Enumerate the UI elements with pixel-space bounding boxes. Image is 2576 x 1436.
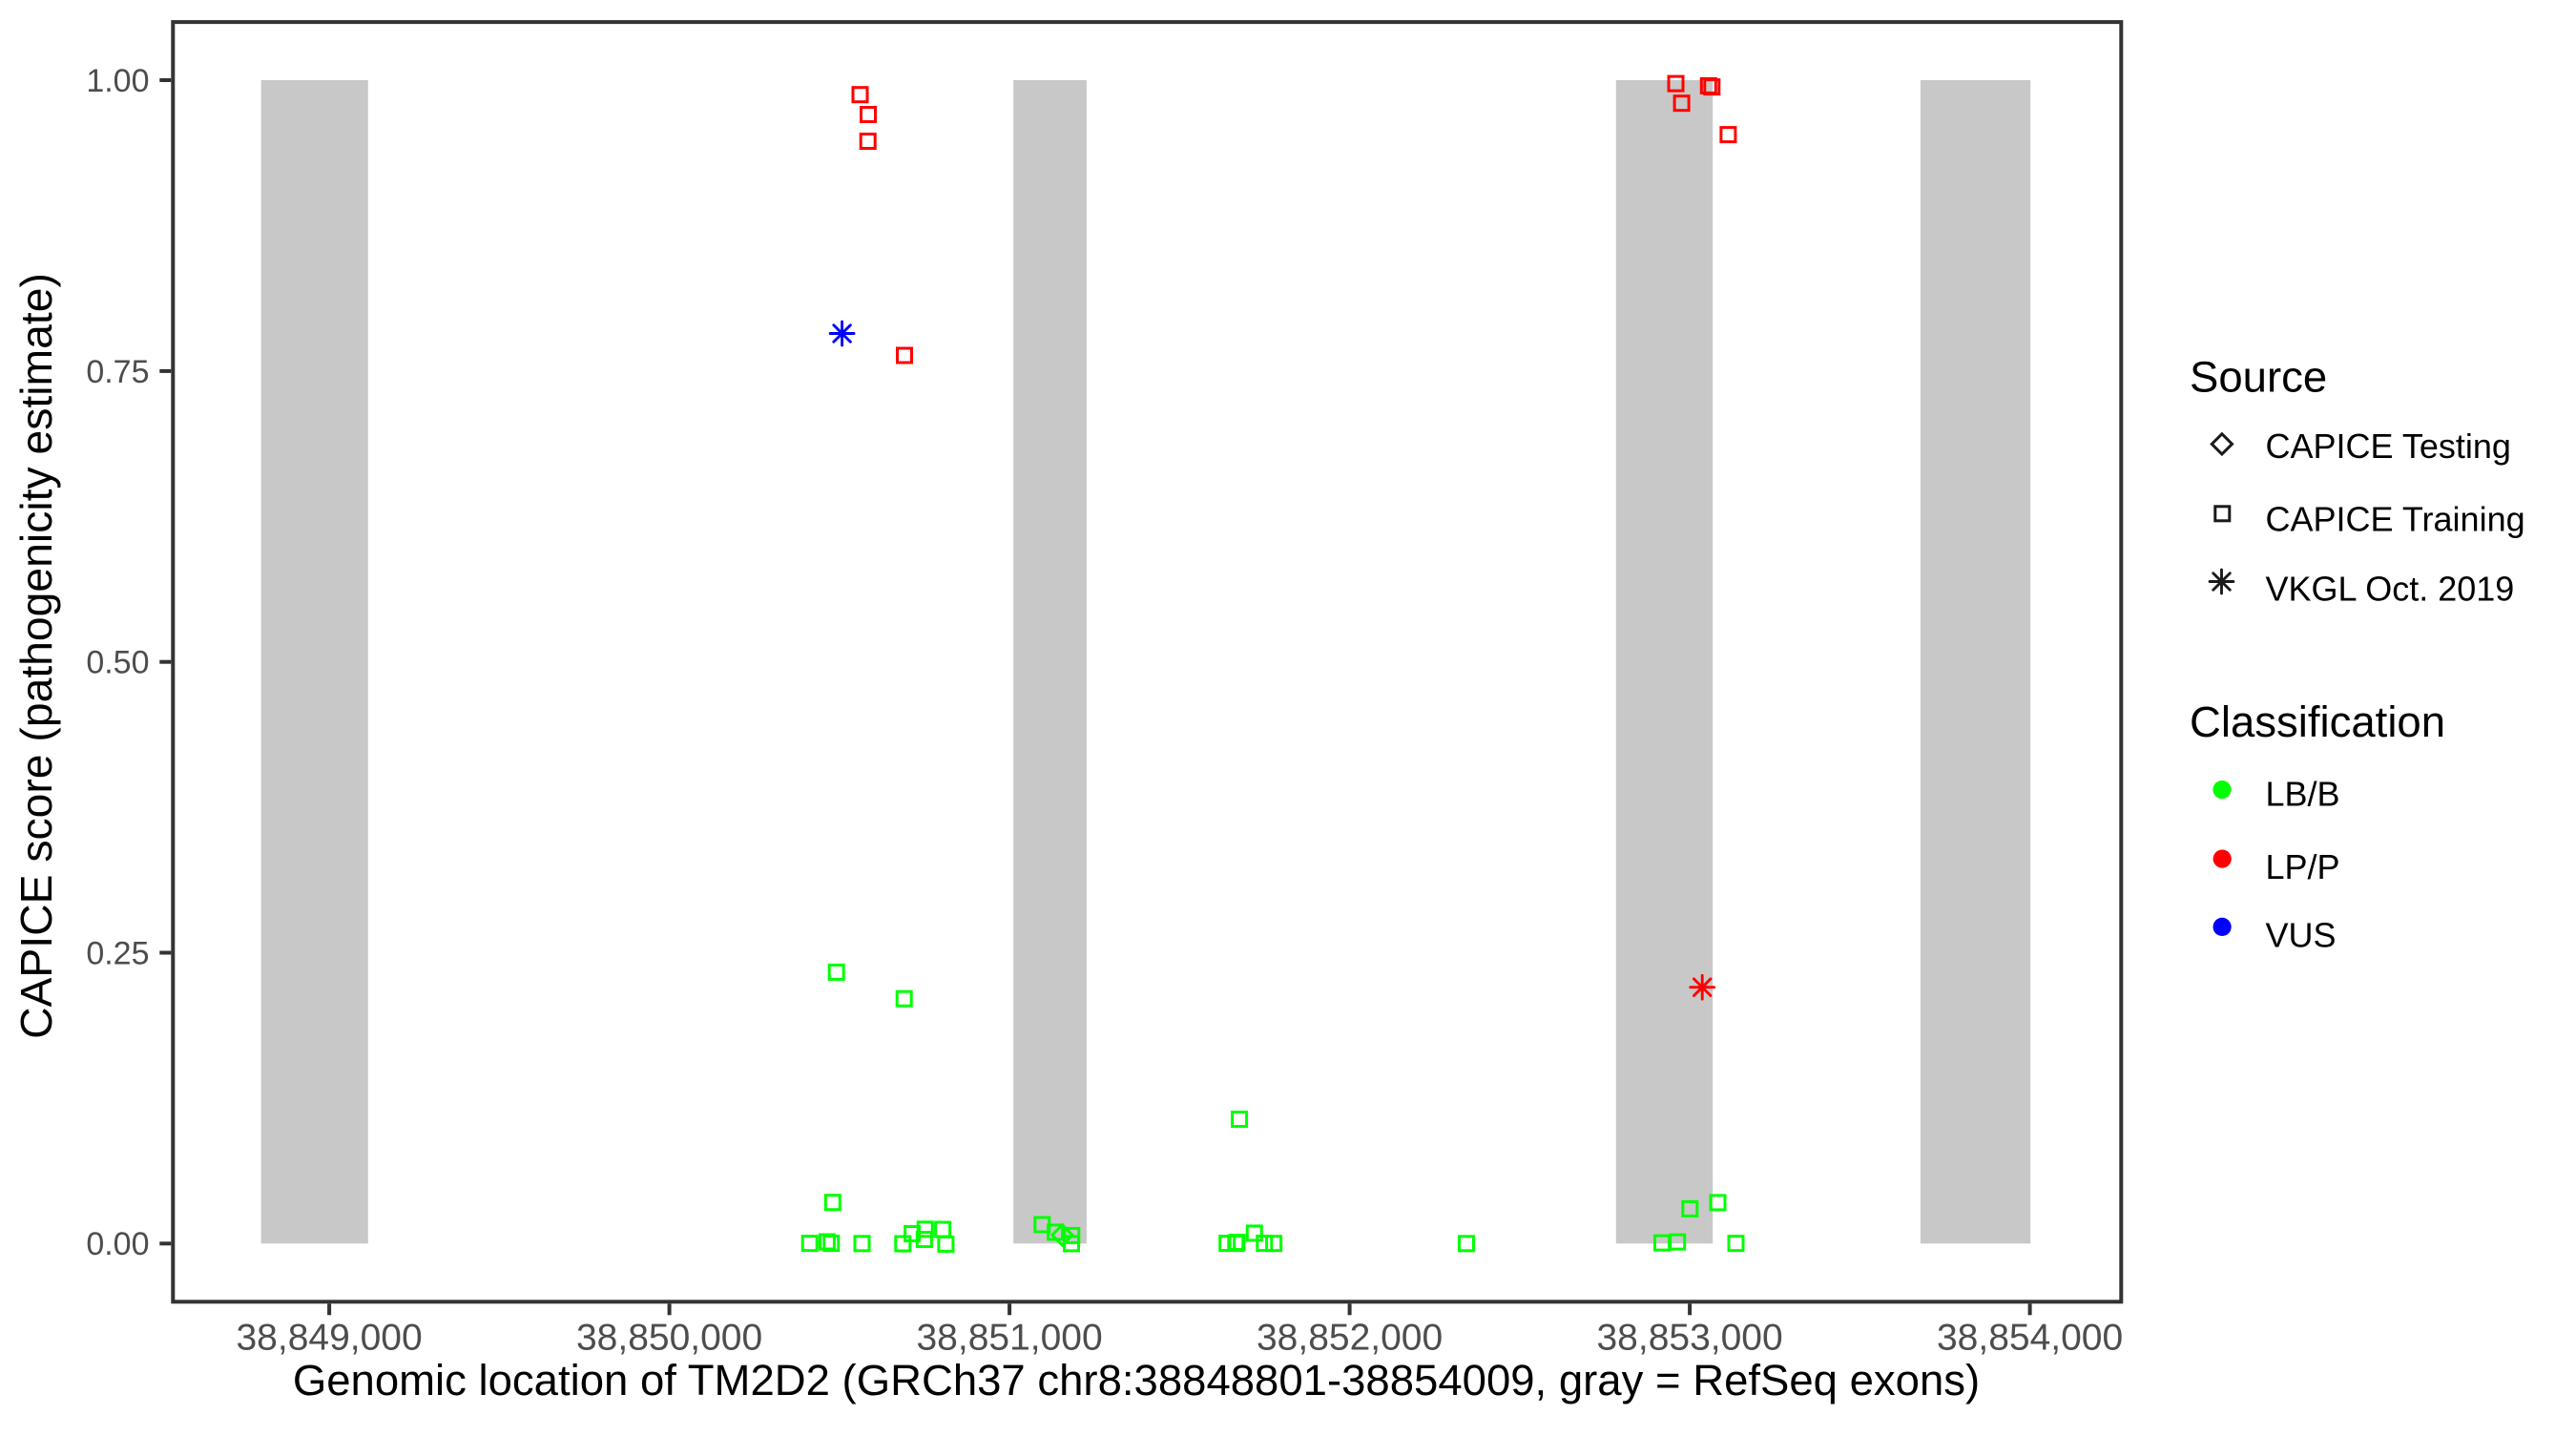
svg-text:38,849,000: 38,849,000	[236, 1318, 422, 1359]
svg-text:LP/P: LP/P	[2266, 847, 2340, 886]
svg-text:0.50: 0.50	[86, 645, 149, 681]
svg-text:38,850,000: 38,850,000	[576, 1318, 762, 1359]
svg-text:38,853,000: 38,853,000	[1596, 1318, 1782, 1359]
svg-text:Genomic location of TM2D2 (GRC: Genomic location of TM2D2 (GRCh37 chr8:3…	[293, 1356, 1980, 1405]
svg-text:1.00: 1.00	[86, 63, 149, 99]
svg-text:CAPICE Testing: CAPICE Testing	[2266, 427, 2511, 466]
svg-text:Classification: Classification	[2190, 697, 2445, 746]
svg-text:CAPICE Training: CAPICE Training	[2266, 500, 2525, 539]
svg-text:0.25: 0.25	[86, 935, 149, 971]
svg-text:Source: Source	[2190, 353, 2327, 402]
svg-text:38,854,000: 38,854,000	[1937, 1318, 2123, 1359]
svg-text:VUS: VUS	[2266, 916, 2337, 955]
svg-text:0.00: 0.00	[86, 1226, 149, 1262]
svg-text:LB/B: LB/B	[2266, 775, 2340, 814]
svg-text:VKGL Oct. 2019: VKGL Oct. 2019	[2266, 570, 2515, 609]
svg-text:0.75: 0.75	[86, 354, 149, 390]
svg-text:38,852,000: 38,852,000	[1257, 1318, 1443, 1359]
svg-text:CAPICE score (pathogenicity es: CAPICE score (pathogenicity estimate)	[11, 273, 61, 1039]
svg-text:38,851,000: 38,851,000	[916, 1318, 1102, 1359]
